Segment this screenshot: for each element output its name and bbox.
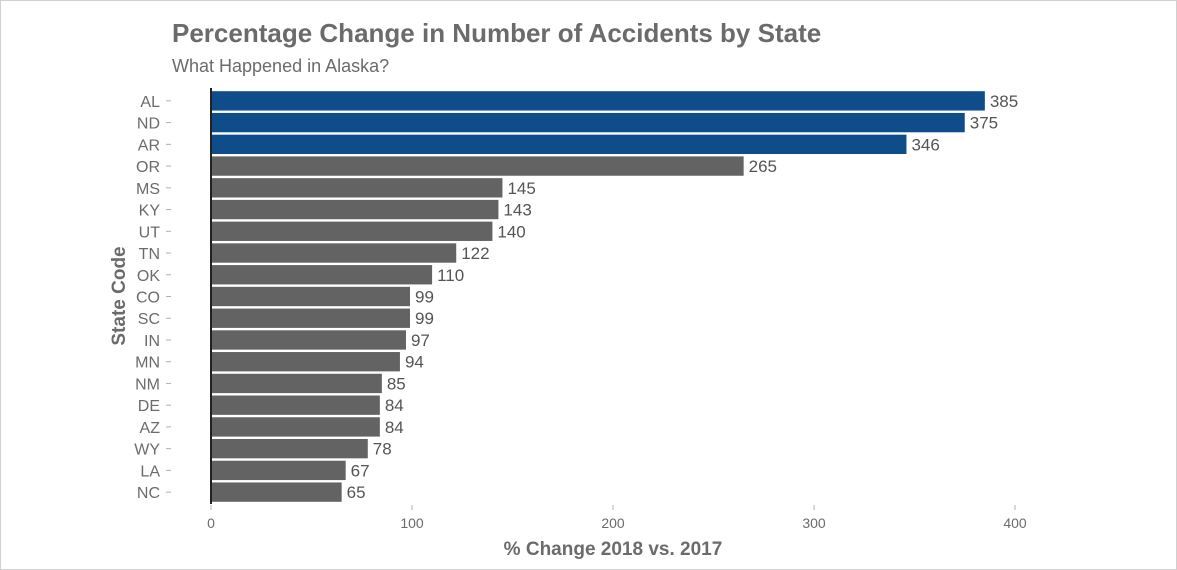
bar-value-label: 84 bbox=[385, 396, 404, 415]
y-tick-label: OK bbox=[137, 268, 160, 285]
bar-sc bbox=[211, 308, 410, 328]
y-tick-label: OR bbox=[136, 159, 160, 176]
x-tick-label: 400 bbox=[1003, 515, 1027, 531]
chart-title: Percentage Change in Number of Accidents… bbox=[172, 18, 822, 48]
y-tick-label: KY bbox=[139, 203, 161, 220]
x-tick-label: 200 bbox=[601, 515, 625, 531]
bar-value-label: 97 bbox=[411, 331, 430, 350]
y-tick-label: NM bbox=[135, 376, 160, 393]
bar-mn bbox=[211, 352, 400, 372]
bar-value-label: 65 bbox=[347, 483, 366, 502]
y-axis-ticks: AL ND AR OR MS KY UT TN OK CO SC IN MN NM DE AZ WY LA NC bbox=[134, 94, 171, 502]
x-tick-label: 300 bbox=[802, 515, 826, 531]
bar-ar bbox=[211, 134, 907, 155]
y-tick-label: AZ bbox=[140, 420, 161, 437]
bar-or bbox=[211, 156, 744, 176]
x-axis-title: % Change 2018 vs. 2017 bbox=[504, 539, 723, 560]
bar-value-label: 265 bbox=[749, 157, 777, 176]
bar-ms bbox=[211, 178, 503, 198]
y-tick-label: CO bbox=[136, 290, 160, 307]
bar-az bbox=[211, 417, 380, 437]
bar-value-label: 84 bbox=[385, 418, 404, 437]
bar-value-label: 110 bbox=[437, 266, 464, 285]
y-tick-label: ND bbox=[137, 116, 160, 133]
bar-nm bbox=[211, 373, 382, 394]
y-tick-label: AR bbox=[138, 137, 160, 154]
bar-value-label: 94 bbox=[405, 353, 424, 372]
y-tick-label: MN bbox=[135, 355, 160, 372]
bar-co bbox=[211, 286, 410, 307]
bar-value-label: 67 bbox=[351, 461, 370, 480]
bar-wy bbox=[211, 438, 368, 459]
x-axis-ticks: 0 100 200 300 400 bbox=[207, 505, 1027, 531]
bar-value-label: 140 bbox=[497, 222, 525, 241]
bars-group bbox=[211, 91, 985, 502]
y-tick-label: SC bbox=[138, 311, 160, 328]
y-axis-title: State Code bbox=[109, 246, 130, 345]
bar-al bbox=[211, 91, 985, 111]
y-tick-label: IN bbox=[144, 333, 160, 350]
x-tick-label: 100 bbox=[400, 515, 424, 531]
y-tick-label: MS bbox=[136, 181, 160, 198]
y-tick-label: UT bbox=[139, 224, 161, 241]
bar-value-label: 78 bbox=[373, 440, 392, 459]
bar-ut bbox=[211, 221, 493, 241]
x-tick-label: 0 bbox=[207, 515, 215, 531]
bar-in bbox=[211, 330, 406, 350]
y-tick-label: LA bbox=[140, 463, 160, 480]
bar-value-label: 145 bbox=[507, 179, 535, 198]
y-tick-label: DE bbox=[138, 398, 160, 415]
bar-ok bbox=[211, 265, 433, 285]
y-tick-label: WY bbox=[134, 442, 160, 459]
bar-value-label: 122 bbox=[461, 244, 489, 263]
y-tick-label: NC bbox=[137, 485, 160, 502]
bar-value-label: 375 bbox=[970, 114, 998, 133]
chart-subtitle: What Happened in Alaska? bbox=[172, 56, 390, 76]
bar-value-label: 99 bbox=[415, 309, 434, 328]
bar-tn bbox=[211, 243, 457, 263]
bar-la bbox=[211, 460, 346, 481]
bar-de bbox=[211, 395, 380, 415]
bar-value-label: 385 bbox=[990, 92, 1018, 111]
bar-ky bbox=[211, 199, 499, 220]
bar-nc bbox=[211, 482, 342, 502]
y-tick-label: AL bbox=[140, 94, 160, 111]
bar-nd bbox=[211, 112, 965, 133]
bar-value-label: 143 bbox=[503, 201, 531, 220]
bar-labels-group: 3853753462651451431401221109999979485848… bbox=[347, 92, 1019, 502]
bar-value-label: 99 bbox=[415, 288, 434, 307]
bar-value-label: 85 bbox=[387, 374, 406, 393]
y-tick-label: TN bbox=[139, 246, 160, 263]
bar-value-label: 346 bbox=[911, 135, 939, 154]
